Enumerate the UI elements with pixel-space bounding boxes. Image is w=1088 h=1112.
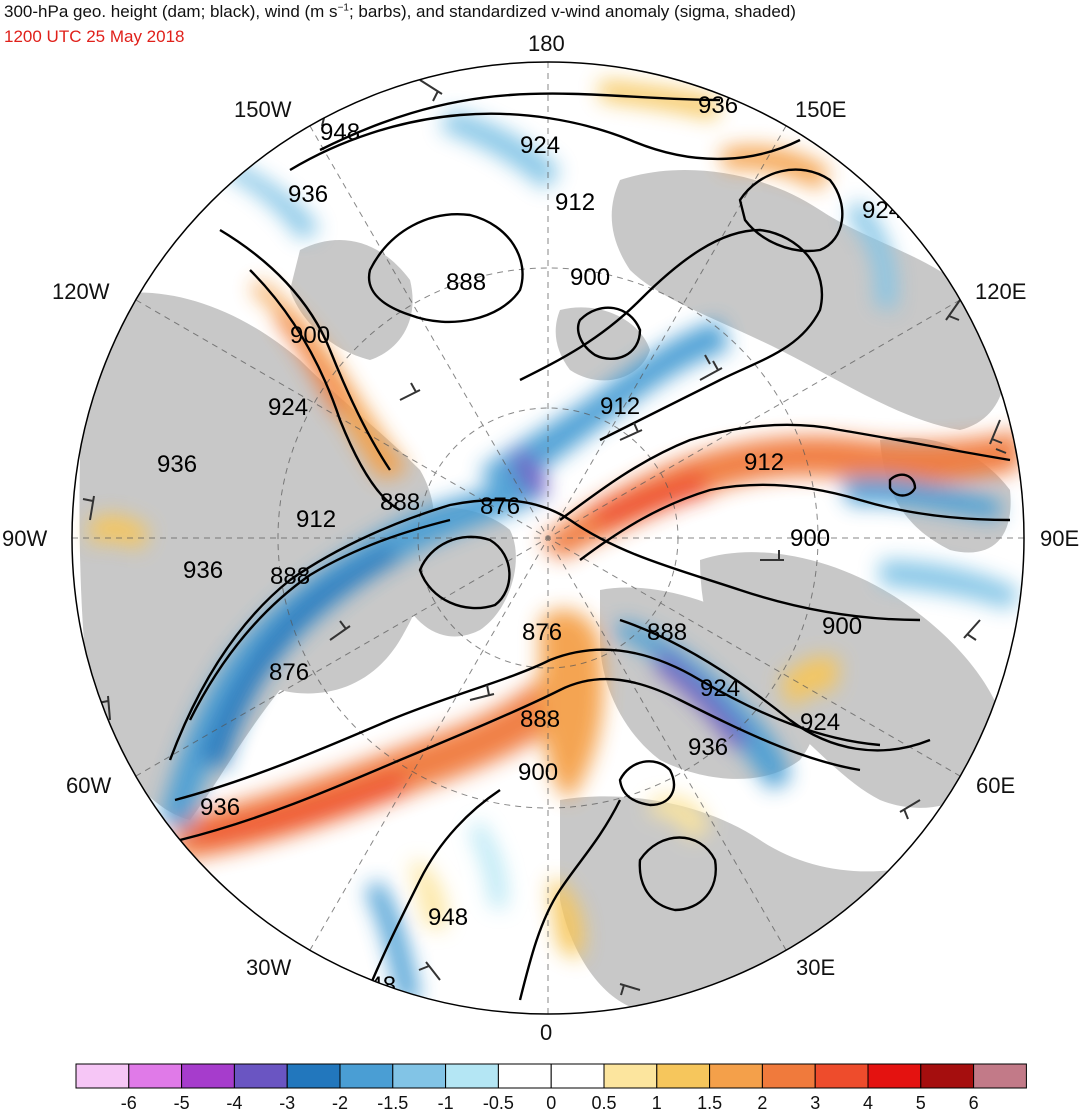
colorbar-swatch [656,1063,711,1089]
colorbar-swatch [867,1063,922,1089]
lon-label-180: 180 [528,31,565,56]
lon-label-30w: 30W [246,955,292,980]
contour-label: 888 [647,619,687,646]
contour-label: 888 [270,563,310,590]
contour-label: 876 [480,493,520,520]
colorbar-tick-label: 6 [969,1093,979,1112]
colorbar-swatch [339,1063,394,1089]
colorbar-tick-label: -3 [279,1093,295,1112]
contour-label: 924 [268,394,308,421]
lon-label-60e: 60E [976,773,1016,798]
contour-label: 936 [288,181,328,208]
colorbar-tick-label: -4 [226,1093,242,1112]
lon-label-150w: 150W [234,97,292,122]
graticule [72,62,1024,1014]
contour-label: 912 [296,506,336,533]
colorbar-tick-label: -1 [438,1093,454,1112]
contour-label: 936 [688,734,728,761]
colorbar-tick-label: -6 [121,1093,137,1112]
contour-label: 912 [555,189,595,216]
lon-label-90w: 90W [2,526,48,551]
colorbar-swatch [445,1063,499,1089]
contour-label: 936 [698,92,738,119]
map-valid-time: 1200 UTC 25 May 2018 [4,27,185,46]
colorbar-tick-label: -1.5 [377,1093,408,1112]
colorbar-swatch [233,1063,288,1089]
contour-label: 876 [269,659,309,686]
colorbar-tick-label: 1.5 [697,1093,722,1112]
contour-label: 936 [183,557,223,584]
map-disk: 936 948 924 936 912 924 888 900 900 924 … [72,62,1024,1014]
colorbar-swatch [286,1063,341,1089]
contour-labels: 936 948 924 936 912 924 888 900 900 924 … [157,92,902,999]
colorbar-tick-label: -5 [174,1093,190,1112]
colorbar-tick-label: -2 [332,1093,348,1112]
colorbar-swatch [75,1063,130,1089]
contour-label: 924 [700,675,740,702]
colorbar-tick-label: 1 [652,1093,662,1112]
contour-label: 900 [822,613,862,640]
colorbar-tick-label: 0 [546,1093,556,1112]
colorbar-swatch [973,1063,1027,1089]
contour-label: 936 [200,794,240,821]
colorbar-tick-label: 0.5 [591,1093,616,1112]
colorbar-swatch [814,1063,869,1089]
contour-label: 924 [800,709,840,736]
contour-label: 888 [446,269,486,296]
lon-label-90e: 90E [1040,526,1080,551]
colorbar-swatch [392,1063,447,1089]
colorbar-swatch [709,1063,763,1089]
lon-label-0: 0 [540,1020,553,1045]
colorbar-swatch [550,1063,605,1089]
colorbar-tick-label: 3 [810,1093,820,1112]
contour-label: 900 [290,322,330,349]
colorbar-tick-label: 2 [757,1093,767,1112]
map-boundary [71,61,1025,1015]
colorbar-swatch [497,1063,552,1089]
colorbar-swatch [920,1063,975,1089]
lon-label-30e: 30E [796,955,836,980]
height-contours [168,92,1011,1011]
contour-label: 900 [790,525,830,552]
contour-label: 912 [744,449,784,476]
contour-label: 900 [518,759,558,786]
contour-label: 948 [428,904,468,931]
contour-label: 876 [522,619,562,646]
colorbar-swatch [603,1063,658,1089]
contour-label: 924 [520,132,560,159]
lon-label-120w: 120W [52,279,110,304]
colorbar-tick-label: 5 [916,1093,926,1112]
colorbar: -6 -5 -4 -3 -2 -1.5 -1 -0.5 0 0.5 1 1.5 2 3 4 5 6 [75,1063,1027,1112]
contour-label: 948 [320,119,360,146]
colorbar-swatch [181,1063,235,1089]
lon-label-150e: 150E [795,97,847,122]
contour-label: 924 [862,197,902,224]
contour-label: 912 [600,393,640,420]
colorbar-swatch [128,1063,183,1089]
map-title: 300-hPa geo. height (dam; black), wind (… [4,2,796,21]
contour-label: 936 [157,451,197,478]
lon-label-60w: 60W [66,773,112,798]
colorbar-tick-label: -0.5 [483,1093,514,1112]
lon-label-120e: 120E [975,279,1027,304]
colorbar-swatch [761,1063,816,1089]
contour-label: 888 [380,489,420,516]
colorbar-tick-label: 4 [863,1093,873,1112]
contour-label: 900 [570,264,610,291]
contour-label: 888 [520,706,560,733]
